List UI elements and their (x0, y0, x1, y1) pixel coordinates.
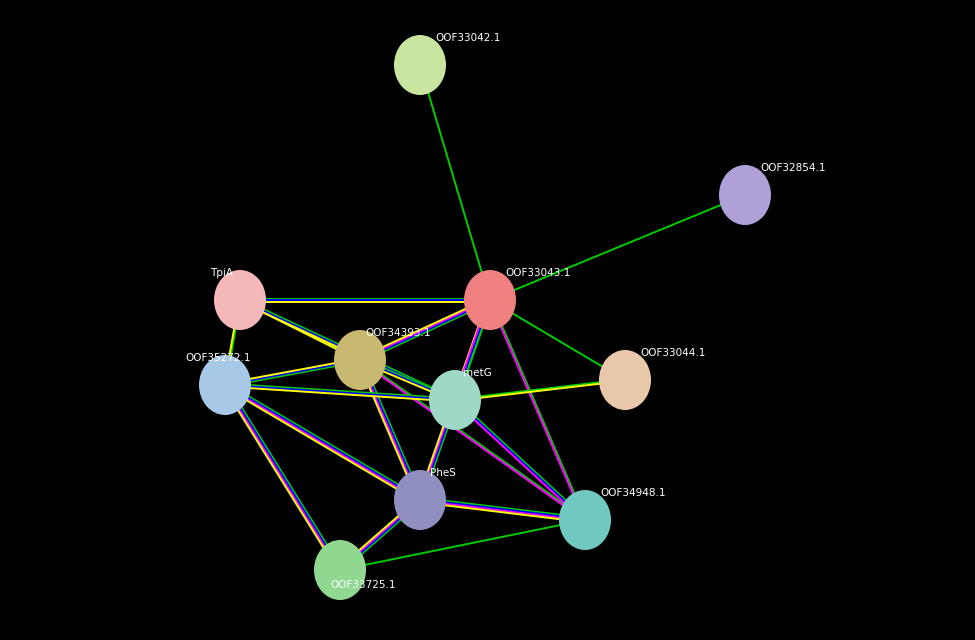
Ellipse shape (719, 165, 771, 225)
Ellipse shape (199, 355, 251, 415)
Text: metG: metG (463, 368, 491, 378)
Text: OOF33725.1: OOF33725.1 (330, 580, 396, 590)
Ellipse shape (214, 270, 266, 330)
Text: TpiA: TpiA (210, 268, 233, 278)
Ellipse shape (394, 470, 446, 530)
Text: OOF33042.1: OOF33042.1 (435, 33, 500, 43)
Text: OOF34948.1: OOF34948.1 (600, 488, 666, 498)
Ellipse shape (334, 330, 386, 390)
Text: OOF32854.1: OOF32854.1 (760, 163, 826, 173)
Text: PheS: PheS (430, 468, 456, 478)
Ellipse shape (394, 35, 446, 95)
Ellipse shape (599, 350, 651, 410)
Text: OOF33044.1: OOF33044.1 (640, 348, 705, 358)
Ellipse shape (559, 490, 611, 550)
Text: OOF35272.1: OOF35272.1 (185, 353, 251, 363)
Ellipse shape (314, 540, 366, 600)
Ellipse shape (429, 370, 481, 430)
Ellipse shape (464, 270, 516, 330)
Text: OOF34393.1: OOF34393.1 (365, 328, 431, 338)
Text: OOF33043.1: OOF33043.1 (505, 268, 570, 278)
